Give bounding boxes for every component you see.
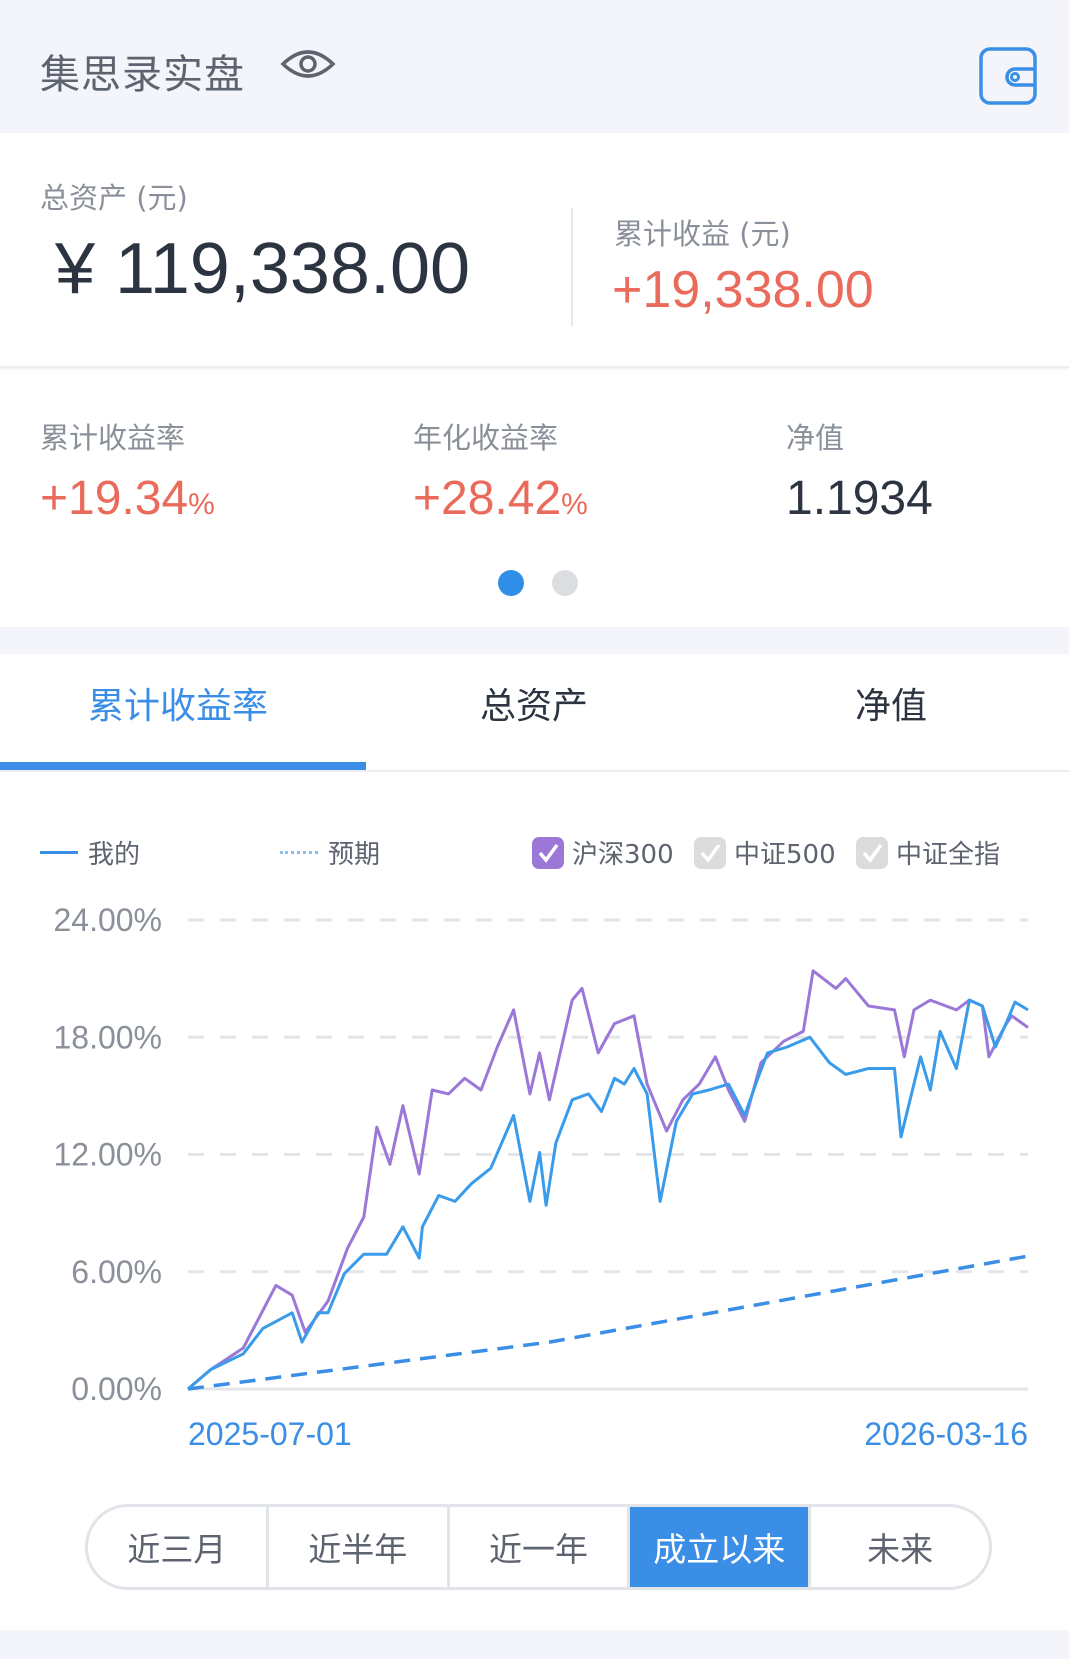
x-tick-label: 2025-07-01 xyxy=(188,1416,352,1452)
series-line-expected xyxy=(187,1254,1029,1391)
cumulative-profit-label: 累计收益 (元) xyxy=(614,217,791,251)
range-6-months[interactable]: 近半年 xyxy=(269,1507,450,1587)
stats-carousel[interactable]: 累计收益率 +19.34% 年化收益率 +28.42% 净值 1.1934 xyxy=(0,370,1069,627)
checkbox-checked-icon[interactable] xyxy=(532,836,564,869)
range-future[interactable]: 未来 xyxy=(867,1530,934,1569)
stat-value: 1.1934 xyxy=(786,472,933,525)
checkbox-unchecked-icon[interactable] xyxy=(856,836,888,869)
tab-total-assets[interactable]: 总资产 xyxy=(479,686,588,727)
stat-annualized-return: 年化收益率 +28.42% xyxy=(413,415,588,526)
series-line-hs300 xyxy=(187,969,1029,1391)
cumulative-profit-value: +19,338.00 xyxy=(612,261,874,319)
pager-dot-active[interactable] xyxy=(498,570,524,596)
stat-label: 累计收益率 xyxy=(40,421,186,455)
legend-mine: 我的 xyxy=(40,834,140,871)
pager-dot[interactable] xyxy=(552,570,578,596)
y-tick-label: 18.00% xyxy=(53,1019,162,1055)
stat-cumulative-return: 累计收益率 +19.34% xyxy=(40,415,215,526)
solid-line-icon xyxy=(40,851,78,854)
series-line-mine xyxy=(187,998,1029,1391)
total-assets-value: ¥ 119,338.00 xyxy=(55,229,471,309)
y-tick-label: 24.00% xyxy=(53,902,162,938)
stat-nav: 净值 1.1934 xyxy=(786,415,933,526)
checkbox-unchecked-icon[interactable] xyxy=(694,836,726,869)
checkbox-csi-all[interactable]: 中证全指 xyxy=(856,834,1000,871)
eye-icon[interactable] xyxy=(280,46,336,86)
range-3-months[interactable]: 近三月 xyxy=(88,1507,269,1587)
divider xyxy=(571,208,573,326)
tab-cumulative-return[interactable]: 累计收益率 xyxy=(87,686,268,727)
y-tick-label: 12.00% xyxy=(53,1137,162,1173)
wallet-icon[interactable] xyxy=(978,46,1038,110)
divider xyxy=(0,770,1069,772)
y-tick-label: 0.00% xyxy=(71,1371,162,1407)
checkbox-csi500[interactable]: 中证500 xyxy=(694,834,836,871)
checkbox-hs300[interactable]: 沪深300 xyxy=(532,834,674,871)
time-range-selector: 近三月 近半年 近一年 成立以来 未来 xyxy=(85,1504,992,1590)
dashed-line-icon xyxy=(280,851,318,854)
legend-expected: 预期 xyxy=(280,834,380,871)
y-tick-label: 6.00% xyxy=(71,1254,162,1290)
tab-active-indicator xyxy=(0,762,366,770)
total-assets-label: 总资产 (元) xyxy=(40,181,188,215)
tab-nav[interactable]: 净值 xyxy=(854,686,927,727)
chart-section: 累计收益率 总资产 净值 我的 预期 沪深300 中证500 中证全指 0.00… xyxy=(0,654,1069,1630)
header: 集思录实盘 xyxy=(0,0,1069,133)
range-since-inception[interactable]: 成立以来 xyxy=(630,1507,812,1587)
stat-value: +28.42% xyxy=(413,472,588,525)
stat-label: 年化收益率 xyxy=(413,421,559,455)
assets-summary: 总资产 (元) ¥ 119,338.00 累计收益 (元) +19,338.00 xyxy=(0,133,1069,368)
stat-value: +19.34% xyxy=(40,472,215,525)
range-1-year[interactable]: 近一年 xyxy=(450,1507,631,1587)
return-chart[interactable]: 0.00% 6.00% 12.00% 18.00% 24.00% 2025-07-01 20… xyxy=(0,894,1069,1454)
page-title: 集思录实盘 xyxy=(40,52,245,98)
stat-label: 净值 xyxy=(786,421,845,455)
x-tick-label: 2026-03-16 xyxy=(864,1416,1028,1452)
